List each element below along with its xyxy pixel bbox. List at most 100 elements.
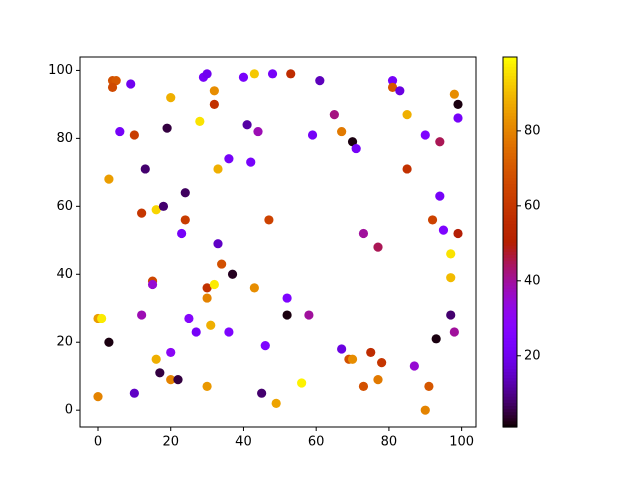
point bbox=[427, 215, 438, 225]
point bbox=[238, 72, 249, 82]
point bbox=[449, 327, 459, 337]
colorbar-step bbox=[503, 211, 517, 215]
colorbar-step bbox=[503, 331, 517, 336]
colorbar bbox=[503, 57, 517, 428]
colorbar-frame bbox=[502, 56, 518, 428]
colorbar-step bbox=[503, 220, 517, 225]
point bbox=[253, 126, 263, 137]
point bbox=[420, 130, 430, 140]
point bbox=[453, 228, 463, 239]
point bbox=[366, 347, 376, 358]
colorbar-step bbox=[503, 84, 517, 89]
colorbar-step bbox=[503, 374, 517, 379]
colorbar-step bbox=[503, 143, 517, 148]
point bbox=[337, 126, 347, 137]
x-tick-label: 60 bbox=[308, 435, 325, 450]
point bbox=[202, 283, 212, 293]
colorbar-step bbox=[503, 414, 517, 419]
colorbar-tick-label: 20 bbox=[524, 348, 541, 363]
colorbar-step bbox=[503, 183, 517, 188]
point bbox=[271, 398, 281, 408]
colorbar-tick-label: 80 bbox=[524, 123, 541, 138]
colorbar-step bbox=[503, 205, 517, 209]
y-tick-label: 80 bbox=[56, 131, 73, 146]
colorbar-step bbox=[503, 279, 517, 283]
point bbox=[166, 347, 176, 358]
colorbar-step bbox=[503, 226, 517, 231]
colorbar-step bbox=[503, 124, 517, 129]
colorbar-step bbox=[503, 285, 517, 289]
colorbar-step bbox=[503, 349, 517, 354]
y-tick-label: 20 bbox=[56, 335, 73, 350]
colorbar-step bbox=[503, 248, 517, 252]
point bbox=[438, 225, 449, 235]
point bbox=[191, 327, 201, 337]
point bbox=[282, 293, 292, 303]
colorbar-step bbox=[503, 63, 517, 67]
point bbox=[402, 164, 412, 174]
colorbar-step bbox=[503, 257, 517, 262]
y-tick-label: 60 bbox=[56, 199, 73, 214]
y-tick-label: 40 bbox=[56, 267, 73, 282]
point bbox=[373, 375, 383, 385]
point bbox=[453, 99, 463, 109]
colorbar-step bbox=[503, 69, 517, 74]
point bbox=[137, 208, 147, 218]
colorbar-step bbox=[503, 106, 517, 111]
colorbar-tick-label: 60 bbox=[524, 198, 541, 213]
point bbox=[267, 69, 278, 79]
y-tick-label: 100 bbox=[48, 63, 73, 78]
colorbar-step bbox=[503, 423, 517, 428]
colorbar-step bbox=[503, 282, 517, 286]
colorbar-step bbox=[503, 186, 517, 191]
colorbar-step bbox=[503, 402, 517, 407]
colorbar-step bbox=[503, 316, 517, 320]
colorbar-step bbox=[503, 146, 517, 151]
point bbox=[93, 391, 103, 402]
point bbox=[282, 310, 292, 320]
x-tick-label: 20 bbox=[162, 435, 179, 450]
colorbar-step bbox=[503, 100, 517, 104]
point bbox=[446, 249, 456, 259]
point bbox=[209, 279, 219, 290]
point bbox=[158, 201, 169, 211]
colorbar-step bbox=[503, 87, 517, 92]
point bbox=[249, 69, 259, 79]
colorbar-step bbox=[503, 109, 517, 114]
point bbox=[173, 375, 183, 385]
colorbar-step bbox=[503, 223, 517, 228]
colorbar-step bbox=[503, 81, 517, 86]
colorbar-step bbox=[503, 149, 517, 154]
point bbox=[166, 375, 176, 385]
colorbar-step bbox=[503, 90, 517, 95]
colorbar-step bbox=[503, 386, 517, 391]
colorbar-step bbox=[503, 235, 517, 240]
point bbox=[246, 157, 256, 167]
colorbar-step bbox=[503, 399, 517, 403]
colorbar-step bbox=[503, 309, 517, 314]
point bbox=[358, 381, 369, 391]
colorbar-step bbox=[503, 127, 517, 132]
point bbox=[315, 76, 325, 86]
plot-frame bbox=[79, 56, 477, 428]
point bbox=[358, 228, 369, 239]
point bbox=[213, 239, 223, 249]
point bbox=[111, 76, 121, 86]
point bbox=[431, 334, 441, 344]
colorbar-step bbox=[503, 343, 517, 348]
point bbox=[217, 259, 227, 269]
point bbox=[104, 337, 114, 347]
colorbar-step bbox=[503, 300, 517, 305]
colorbar-step bbox=[503, 103, 517, 107]
point bbox=[264, 215, 274, 225]
colorbar-step bbox=[503, 94, 517, 98]
point bbox=[449, 89, 459, 99]
point bbox=[387, 76, 398, 86]
point bbox=[257, 388, 267, 398]
colorbar-step bbox=[503, 242, 517, 246]
colorbar-step bbox=[503, 208, 517, 212]
colorbar-step bbox=[503, 251, 517, 255]
colorbar-step bbox=[503, 377, 517, 382]
colorbar-step bbox=[503, 291, 517, 296]
colorbar-step bbox=[503, 365, 517, 370]
